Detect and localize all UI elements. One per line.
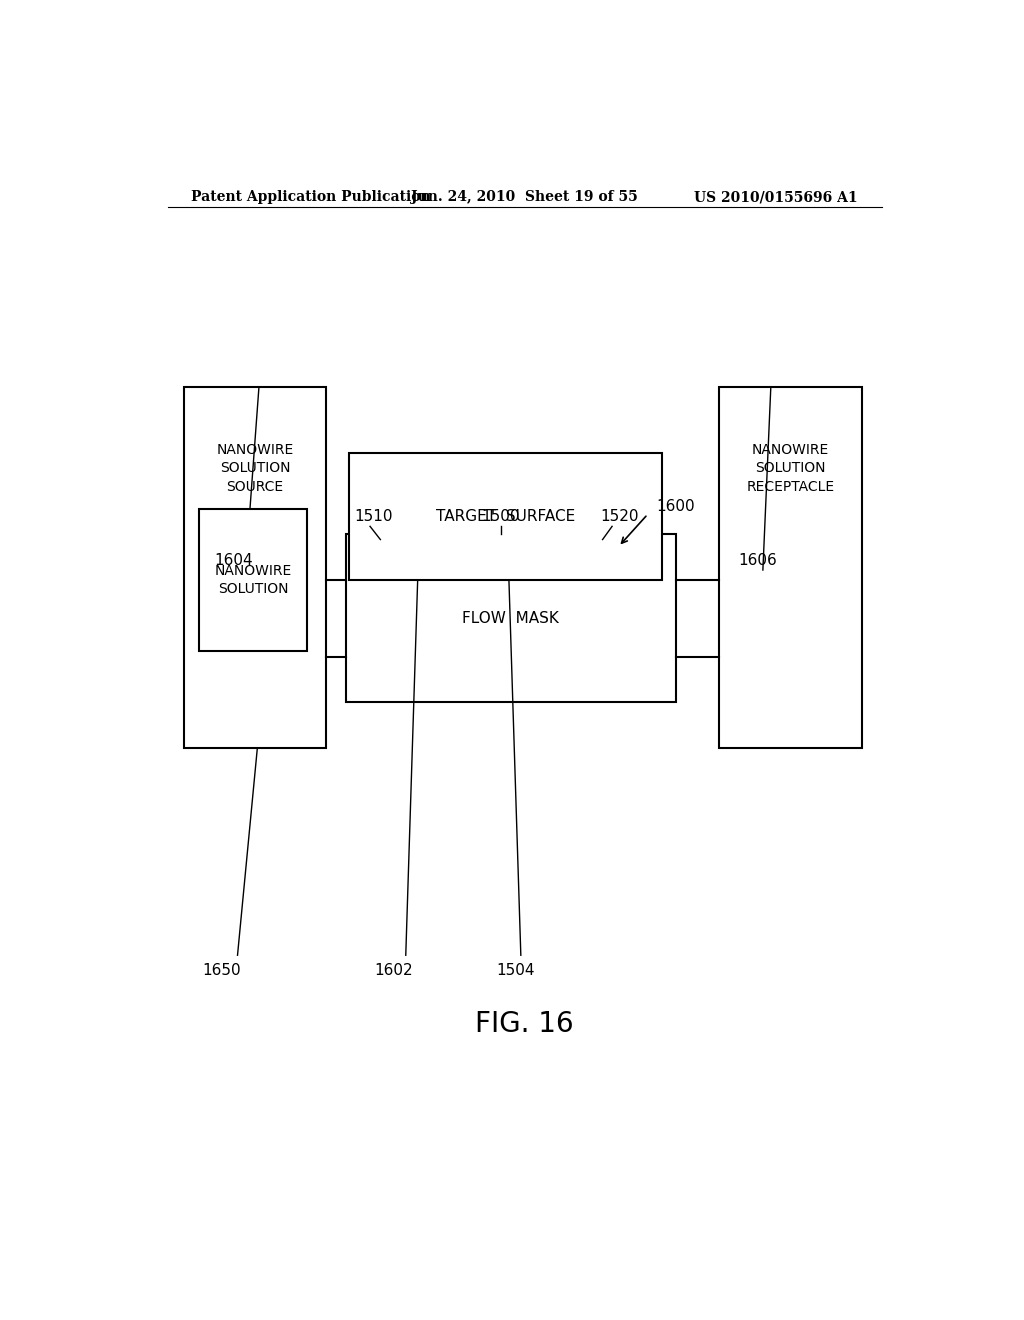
Text: 1520: 1520 <box>600 510 639 524</box>
Text: NANOWIRE
SOLUTION: NANOWIRE SOLUTION <box>214 564 292 597</box>
Text: NANOWIRE
SOLUTION
RECEPTACLE: NANOWIRE SOLUTION RECEPTACLE <box>746 444 835 494</box>
Text: 1650: 1650 <box>203 964 241 978</box>
Text: TARGET  SURFACE: TARGET SURFACE <box>436 510 575 524</box>
Text: 1504: 1504 <box>496 964 535 978</box>
Text: 1606: 1606 <box>738 553 776 568</box>
Bar <box>348 453 663 581</box>
Text: 1604: 1604 <box>214 553 253 568</box>
Text: FLOW  MASK: FLOW MASK <box>463 611 559 626</box>
Text: Patent Application Publication: Patent Application Publication <box>191 190 431 205</box>
Text: 1602: 1602 <box>375 964 413 978</box>
Text: 1500: 1500 <box>481 510 520 524</box>
Bar <box>346 535 676 702</box>
Text: FIG. 16: FIG. 16 <box>475 1010 574 1039</box>
Bar <box>183 387 327 748</box>
Text: NANOWIRE
SOLUTION
SOURCE: NANOWIRE SOLUTION SOURCE <box>216 444 294 494</box>
Text: Jun. 24, 2010  Sheet 19 of 55: Jun. 24, 2010 Sheet 19 of 55 <box>412 190 638 205</box>
Bar <box>719 387 862 748</box>
Text: 1600: 1600 <box>656 499 695 513</box>
Text: 1510: 1510 <box>354 510 392 524</box>
Bar <box>200 510 306 651</box>
Text: US 2010/0155696 A1: US 2010/0155696 A1 <box>694 190 858 205</box>
